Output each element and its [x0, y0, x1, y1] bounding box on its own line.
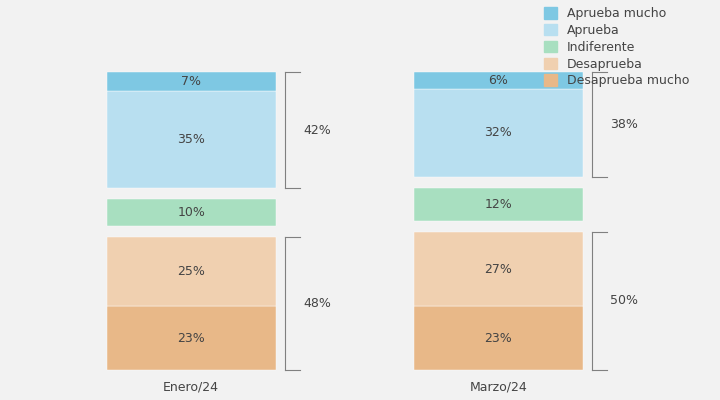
Bar — [107, 306, 276, 370]
Text: 7%: 7% — [181, 75, 201, 88]
Text: 42%: 42% — [303, 124, 331, 136]
Legend: Aprueba mucho, Aprueba, Indiferente, Desaprueba, Desaprueba mucho: Aprueba mucho, Aprueba, Indiferente, Des… — [540, 4, 693, 91]
Text: 50%: 50% — [611, 294, 638, 307]
Bar — [414, 306, 582, 370]
Bar — [107, 92, 276, 188]
Bar — [414, 72, 582, 89]
Text: 32%: 32% — [485, 126, 512, 139]
Text: 23%: 23% — [485, 332, 512, 344]
Text: 27%: 27% — [485, 263, 512, 276]
Text: 12%: 12% — [485, 198, 512, 211]
Bar — [107, 199, 276, 226]
Text: 10%: 10% — [177, 206, 205, 219]
Bar — [414, 232, 582, 306]
Bar — [107, 238, 276, 306]
Text: 35%: 35% — [177, 133, 205, 146]
Text: 23%: 23% — [177, 332, 205, 344]
Text: 38%: 38% — [611, 118, 638, 131]
Bar — [107, 72, 276, 92]
Bar — [414, 188, 582, 221]
Text: 25%: 25% — [177, 265, 205, 278]
Bar — [414, 89, 582, 177]
Text: 6%: 6% — [488, 74, 508, 87]
Text: 48%: 48% — [303, 297, 331, 310]
